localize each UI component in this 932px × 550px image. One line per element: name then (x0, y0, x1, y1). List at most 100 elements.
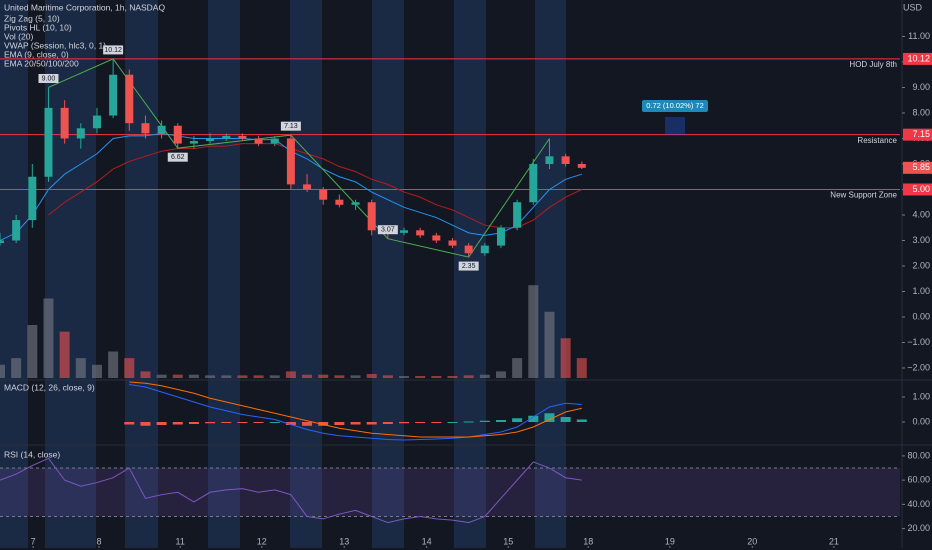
macd-hist-bar (512, 418, 523, 422)
pivot-label: 10.12 (104, 47, 122, 54)
level-tag (903, 52, 932, 65)
macd-hist-bar (544, 413, 555, 422)
volume-bar (512, 358, 523, 378)
candle-body (400, 230, 409, 233)
candle-body (480, 245, 489, 254)
pivot-label: 3.07 (381, 227, 395, 234)
candle-body (545, 156, 554, 164)
y-tick-label: 0.00 (912, 416, 930, 426)
candle-body (335, 199, 344, 205)
macd-hist-bar (172, 422, 183, 425)
y-tick-label: 60.00 (907, 475, 930, 485)
macd-hist-bar (415, 422, 426, 423)
candle-body (286, 138, 295, 185)
volume-bar (43, 298, 54, 378)
macd-hist-bar (318, 422, 329, 426)
volume-bar (447, 376, 458, 378)
macd-hist-bar (350, 422, 361, 425)
candle-body (206, 138, 215, 142)
pivot-label: 7.13 (284, 123, 298, 130)
measure-box (665, 117, 685, 135)
volume-bar (318, 374, 329, 378)
volume-bar (576, 358, 587, 378)
volume-bar (415, 376, 426, 378)
x-tick-label: 15 (503, 536, 513, 546)
macd-hist-bar (237, 422, 248, 423)
x-tick-label: 11 (176, 536, 185, 546)
legend-item: EMA (9, close, 0) (4, 49, 69, 59)
last-price-tag (903, 161, 932, 174)
macd-hist-bar (156, 422, 167, 425)
pivot-tag (103, 45, 124, 55)
y-tick-label: 40.00 (907, 499, 930, 509)
candle-body (189, 141, 198, 144)
candle-body (157, 125, 166, 134)
volume-bar (140, 371, 151, 378)
candle-body (416, 230, 425, 236)
y-tick-label: 1.00 (912, 286, 930, 296)
volume-bar (366, 374, 377, 378)
y-tick-label: 20.00 (907, 523, 930, 533)
x-tick-label: 20 (747, 536, 757, 546)
volume-bar (188, 374, 199, 378)
y-tick-label: −1.00 (907, 337, 930, 347)
x-tick-label: 21 (829, 536, 839, 546)
candle-body (496, 227, 505, 246)
rsi-title: RSI (14, close) (4, 449, 60, 459)
session-band (45, 0, 96, 548)
pivot-tag (38, 73, 59, 83)
macd-hist-bar (285, 422, 296, 425)
volume-bar (91, 364, 102, 378)
volume-bar (205, 375, 216, 378)
candle-body (351, 202, 360, 205)
legend-item: Pivots HL (10, 10) (4, 22, 72, 32)
macd-hist-bar (140, 422, 151, 426)
level-tag (903, 128, 932, 141)
volume-bar (560, 338, 571, 378)
candle-body (76, 128, 85, 139)
candle-body (529, 163, 538, 203)
macd-hist-bar (447, 422, 458, 423)
x-tick-label: 19 (665, 536, 675, 546)
y-tick-label: 3.00 (912, 235, 930, 245)
macd-hist-bar (221, 422, 232, 423)
signal-line (129, 381, 582, 438)
macd-hist-bar (463, 421, 474, 423)
volume-bar (479, 374, 490, 378)
macd-hist-bar (124, 422, 135, 425)
pivot-label: 2.35 (462, 263, 476, 270)
volume-bar (463, 375, 474, 378)
session-band (372, 0, 404, 548)
level-name: HOD July 8th (849, 60, 897, 69)
volume-bar (544, 311, 555, 378)
x-tick-label: 7 (31, 536, 36, 546)
measure-label: 0.72 (10.02%) 72 (646, 101, 704, 110)
legend-item: EMA 20/50/100/200 (4, 58, 79, 68)
candle-body (319, 189, 328, 200)
candle-body (561, 156, 570, 164)
y-tick-label: 0.00 (912, 311, 930, 321)
macd-hist-bar (479, 420, 490, 422)
level-tag-label: 5.00 (912, 184, 930, 194)
candle-body (141, 123, 150, 134)
candle-body (432, 235, 441, 241)
volume-bar (0, 364, 5, 378)
pivot-tag (280, 121, 301, 131)
macd-hist-bar (382, 422, 393, 424)
currency: USD (903, 2, 923, 12)
candle-body (173, 125, 182, 144)
macd-hist-bar (399, 422, 410, 424)
candle-body (222, 135, 231, 139)
volume-bar (59, 331, 70, 378)
candle-body (254, 138, 263, 144)
candle-body (448, 240, 457, 246)
session-band (454, 0, 486, 548)
volume-bar (156, 374, 167, 378)
volume-bar (108, 351, 119, 378)
pivot-label: 6.62 (171, 154, 185, 161)
candle-body (60, 107, 69, 139)
volume-bar (221, 375, 232, 378)
macd-hist-bar (302, 422, 313, 426)
volume-bar (528, 285, 539, 378)
